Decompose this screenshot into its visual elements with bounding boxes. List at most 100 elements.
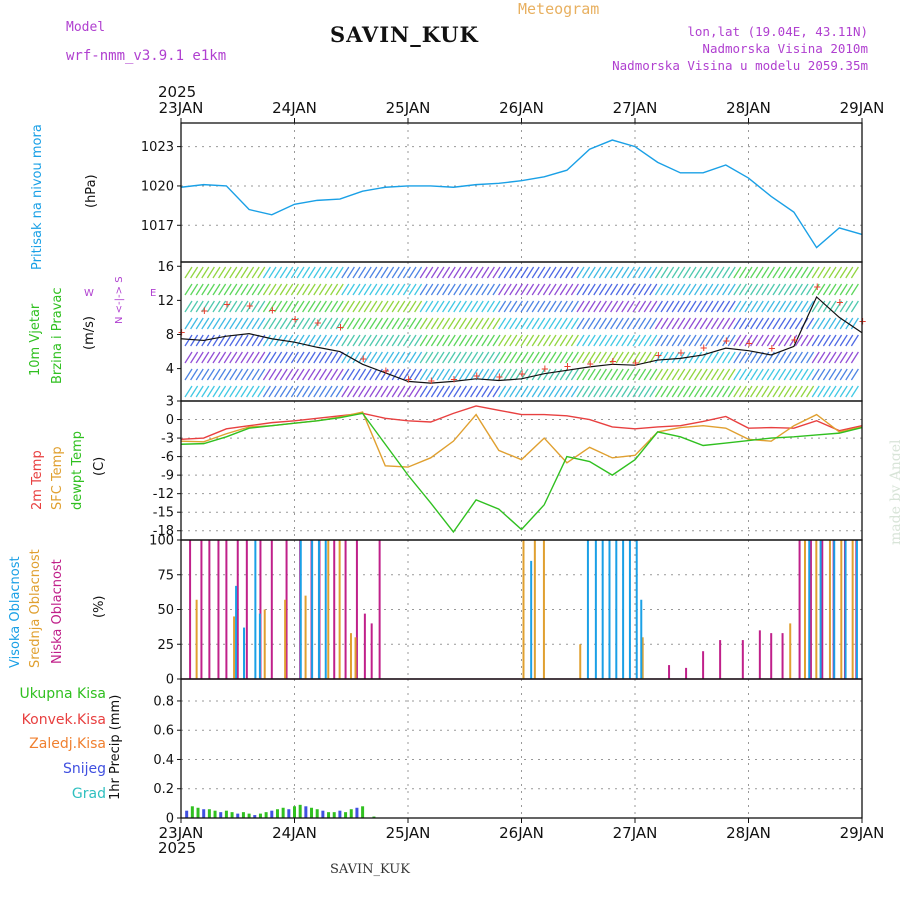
wind-barb <box>845 266 854 279</box>
wind-barb <box>772 334 781 347</box>
wind-barb <box>800 266 809 279</box>
wind-barb <box>330 266 339 279</box>
wind-barb <box>542 266 551 279</box>
wind-barb <box>783 266 792 279</box>
wind-barb <box>234 385 243 398</box>
wind-barb <box>464 351 473 364</box>
wind-barb <box>660 334 669 347</box>
wind-barb <box>615 368 624 381</box>
wind-barb <box>486 266 495 279</box>
wind-barb <box>447 266 456 279</box>
date-label-top: 27JAN <box>613 99 658 117</box>
wind-barb <box>660 266 669 279</box>
wind-barb <box>324 317 333 330</box>
wind-barb <box>671 351 680 364</box>
wind-barb <box>218 283 227 296</box>
wind-barb <box>442 351 451 364</box>
wind-barb <box>526 351 535 364</box>
wind-barb <box>380 300 389 313</box>
date-label-bottom: 25JAN <box>386 824 431 842</box>
wind-barb <box>772 283 781 296</box>
wind-gust-marker: + <box>450 372 457 386</box>
wind-barb <box>190 334 199 347</box>
wind-barb <box>582 317 591 330</box>
wind-barb <box>442 300 451 313</box>
wind-barb <box>290 351 299 364</box>
wind-barb <box>302 351 311 364</box>
wind-barb <box>615 283 624 296</box>
wind-barb <box>190 385 199 398</box>
wind-barb <box>341 266 350 279</box>
wind-barb <box>733 283 742 296</box>
ytick-label: -18 <box>153 524 174 539</box>
wind-barb <box>419 266 428 279</box>
wind-barb <box>789 385 798 398</box>
wind-barb <box>218 385 227 398</box>
wind-barb <box>828 351 837 364</box>
wind-barb <box>621 317 630 330</box>
wind-barb <box>229 317 238 330</box>
wind-barb <box>184 334 193 347</box>
wind-barb <box>290 385 299 398</box>
wind-barb <box>498 334 507 347</box>
wind-label-2: Brzina i Pravac <box>50 287 65 384</box>
wind-barb <box>290 283 299 296</box>
wind-barb <box>386 385 395 398</box>
wind-barb <box>783 334 792 347</box>
wind-barb <box>610 283 619 296</box>
wind-barb <box>268 300 277 313</box>
wind-barb <box>212 300 221 313</box>
wind-barb <box>262 283 271 296</box>
wind-barb <box>436 300 445 313</box>
wind-barb <box>682 317 691 330</box>
wind-barb <box>548 283 557 296</box>
wind-barb <box>498 368 507 381</box>
wind-barb <box>660 300 669 313</box>
wind-gust-marker: + <box>337 320 344 334</box>
wind-barb <box>738 300 747 313</box>
wind-barb <box>705 266 714 279</box>
wind-barb <box>498 385 507 398</box>
wind-barb <box>845 368 854 381</box>
date-label-top: 24JAN <box>272 99 317 117</box>
wind-barb <box>324 266 333 279</box>
wind-barb <box>626 317 635 330</box>
wind-barb <box>514 266 523 279</box>
wind-barb <box>744 317 753 330</box>
wind-barb <box>414 266 423 279</box>
wind-barb <box>593 300 602 313</box>
wind-barb <box>722 317 731 330</box>
wind-barb <box>184 368 193 381</box>
wind-barb <box>475 334 484 347</box>
wind-barb <box>509 351 518 364</box>
wind-barb <box>766 334 775 347</box>
wind-barb <box>346 300 355 313</box>
wind-barb <box>206 368 215 381</box>
wind-barb <box>666 300 675 313</box>
wind-barb <box>330 351 339 364</box>
ytick-label: 0.6 <box>153 724 174 739</box>
wind-barb <box>671 317 680 330</box>
wind-barb <box>638 317 647 330</box>
wind-barb <box>307 351 316 364</box>
wind-barb <box>419 317 428 330</box>
wind-barb <box>626 283 635 296</box>
wind-barb <box>839 283 848 296</box>
wind-barb <box>699 334 708 347</box>
wind-gust-marker: + <box>746 336 753 350</box>
wind-barb <box>240 283 249 296</box>
wind-barb <box>391 317 400 330</box>
wind-barb <box>313 283 322 296</box>
wind-barb <box>850 334 859 347</box>
wind-barb <box>598 334 607 347</box>
wind-barb <box>531 266 540 279</box>
wind-barb <box>587 266 596 279</box>
wind-barb <box>425 385 434 398</box>
wind-barb <box>582 283 591 296</box>
wind-barb <box>464 266 473 279</box>
wind-barb <box>582 351 591 364</box>
wind-barb <box>184 317 193 330</box>
wind-barb <box>828 283 837 296</box>
wind-barb <box>531 317 540 330</box>
wind-barb <box>537 351 546 364</box>
